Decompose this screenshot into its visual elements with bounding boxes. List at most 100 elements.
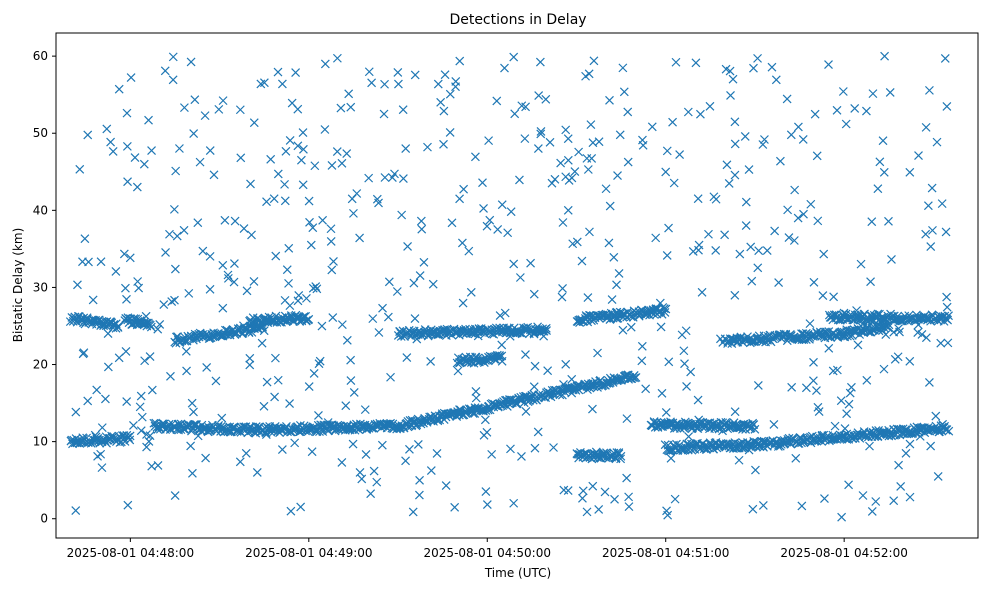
data-point: [668, 117, 678, 127]
data-point: [662, 146, 672, 156]
data-point: [481, 487, 491, 497]
data-point: [190, 95, 200, 105]
data-point: [344, 89, 354, 99]
data-point: [398, 105, 408, 115]
data-point: [895, 327, 904, 337]
data-point: [704, 229, 713, 239]
data-point: [577, 256, 587, 266]
data-point: [782, 94, 792, 104]
data-point: [125, 253, 135, 263]
data-point: [366, 489, 376, 499]
data-point: [567, 374, 577, 384]
data-point: [926, 441, 936, 451]
data-point: [730, 407, 740, 417]
y-tick-label: 40: [33, 203, 48, 217]
data-point: [497, 356, 507, 366]
data-point: [479, 204, 488, 213]
data-point: [410, 314, 420, 324]
data-point: [547, 385, 557, 395]
data-point: [539, 331, 549, 341]
data-point: [529, 329, 539, 339]
data-point: [695, 109, 705, 119]
data-point: [805, 319, 815, 329]
data-point: [139, 159, 149, 169]
data-point: [724, 178, 734, 188]
data-point: [938, 419, 947, 429]
data-point: [135, 402, 145, 412]
data-point: [817, 431, 827, 441]
data-point: [304, 196, 314, 206]
data-point: [374, 328, 384, 337]
data-point: [413, 440, 423, 449]
data-point: [145, 352, 155, 362]
data-point: [137, 412, 147, 422]
data-point: [942, 102, 952, 111]
data-point: [774, 278, 784, 288]
data-point: [284, 243, 294, 253]
data-point: [336, 103, 346, 113]
data-point: [905, 356, 915, 366]
data-point: [616, 454, 626, 464]
data-point: [669, 178, 679, 188]
data-point: [270, 353, 280, 363]
data-point: [741, 221, 751, 230]
data-point: [693, 395, 703, 405]
data-point: [417, 224, 427, 234]
data-point: [302, 293, 311, 303]
data-point: [466, 287, 476, 297]
data-point: [369, 466, 379, 476]
data-point: [273, 169, 283, 179]
data-point: [304, 314, 314, 324]
data-point: [142, 430, 151, 439]
data-point: [123, 177, 132, 187]
data-point: [613, 171, 622, 180]
data-point: [217, 413, 227, 423]
data-point: [852, 306, 861, 315]
data-point: [942, 292, 952, 302]
data-point: [409, 278, 419, 288]
data-point: [239, 321, 248, 331]
data-point: [125, 435, 135, 445]
data-point: [259, 326, 269, 336]
data-point: [419, 257, 429, 267]
data-point: [505, 331, 515, 341]
y-axis: 0 10 20 30 40 50 60: [33, 49, 56, 526]
data-point: [853, 340, 863, 350]
data-point: [122, 397, 132, 406]
data-point: [682, 382, 691, 391]
data-point: [328, 313, 338, 323]
data-point: [92, 385, 102, 395]
data-point: [285, 399, 295, 409]
data-point: [942, 302, 952, 312]
data-point: [666, 453, 676, 463]
data-point: [921, 333, 931, 343]
data-point: [97, 423, 107, 433]
data-point: [269, 194, 279, 204]
data-point: [762, 246, 772, 255]
data-point: [556, 158, 566, 168]
data-point: [545, 137, 555, 147]
data-point: [914, 151, 923, 160]
data-point: [691, 58, 701, 68]
data-point: [735, 249, 745, 259]
data-point: [814, 407, 824, 416]
data-point: [559, 379, 568, 389]
x-tick-label: 2025-08-01 04:49:00: [245, 546, 372, 560]
data-point: [730, 117, 740, 127]
data-point: [146, 322, 156, 332]
data-point: [305, 217, 314, 227]
data-point: [201, 453, 211, 463]
data-point: [97, 463, 107, 473]
data-point: [103, 362, 113, 372]
data-point: [506, 444, 515, 454]
data-point: [230, 216, 240, 226]
data-point: [346, 376, 356, 385]
data-point: [664, 223, 673, 233]
data-point: [182, 366, 191, 376]
data-point: [412, 334, 422, 344]
data-point: [787, 382, 797, 392]
data-point: [202, 362, 212, 372]
data-point: [170, 491, 180, 501]
data-point: [744, 445, 754, 455]
data-point: [119, 249, 129, 259]
